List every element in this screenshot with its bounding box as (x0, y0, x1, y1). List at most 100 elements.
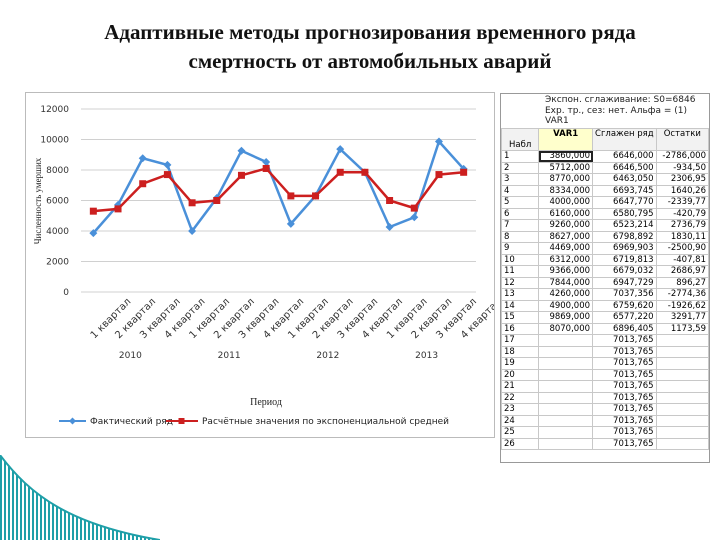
residual-cell[interactable]: -407,81 (655, 253, 709, 266)
residual-cell[interactable] (655, 357, 709, 370)
row-number-cell[interactable]: 22 (501, 391, 540, 404)
residual-cell[interactable] (655, 414, 709, 427)
value-cell[interactable]: 4260,000 (538, 288, 594, 301)
value-cell[interactable]: 8070,000 (538, 322, 594, 335)
row-number-cell[interactable]: 12 (501, 276, 540, 289)
row-number-cell[interactable]: 19 (501, 357, 540, 370)
value-cell[interactable]: 6312,000 (538, 253, 594, 266)
residual-cell[interactable]: 3291,77 (655, 311, 709, 324)
residual-cell[interactable]: -1926,62 (655, 299, 709, 312)
row-number-cell[interactable]: 13 (501, 288, 540, 301)
residual-cell[interactable]: -934,50 (655, 161, 709, 174)
value-cell[interactable]: 9366,000 (538, 265, 594, 278)
residual-cell[interactable]: 2686,97 (655, 265, 709, 278)
smoothed-cell[interactable]: 6759,620 (592, 299, 657, 312)
value-cell[interactable]: 6160,000 (538, 207, 594, 220)
residual-cell[interactable] (655, 334, 709, 347)
value-cell[interactable] (538, 391, 594, 404)
value-cell[interactable]: 9869,000 (538, 311, 594, 324)
value-cell[interactable]: 9260,000 (538, 219, 594, 232)
row-number-cell[interactable]: 11 (501, 265, 540, 278)
smoothed-cell[interactable]: 7013,765 (592, 380, 657, 393)
row-number-cell[interactable]: 23 (501, 403, 540, 416)
smoothed-cell[interactable]: 7013,765 (592, 368, 657, 381)
value-cell[interactable] (538, 334, 594, 347)
smoothed-cell[interactable]: 6947,729 (592, 276, 657, 289)
smoothed-cell[interactable]: 6798,892 (592, 230, 657, 243)
row-number-cell[interactable]: 26 (501, 437, 540, 450)
residual-cell[interactable] (655, 391, 709, 404)
smoothed-cell[interactable]: 6463,050 (592, 173, 657, 186)
value-cell[interactable] (538, 426, 594, 439)
value-cell[interactable] (538, 368, 594, 381)
residual-cell[interactable]: 1640,26 (655, 184, 709, 197)
row-number-cell[interactable]: 24 (501, 414, 540, 427)
smoothed-cell[interactable]: 7013,765 (592, 334, 657, 347)
row-number-cell[interactable]: 14 (501, 299, 540, 312)
value-cell[interactable]: 8770,000 (538, 173, 594, 186)
value-cell[interactable] (538, 345, 594, 358)
smoothed-cell[interactable]: 6679,032 (592, 265, 657, 278)
smoothed-cell[interactable]: 6647,770 (592, 196, 657, 209)
smoothed-cell[interactable]: 6646,500 (592, 161, 657, 174)
row-number-cell[interactable]: 3 (501, 173, 540, 186)
residual-cell[interactable] (655, 345, 709, 358)
residual-cell[interactable]: -2786,000 (655, 150, 709, 163)
smoothed-cell[interactable]: 6969,903 (592, 242, 657, 255)
value-cell[interactable]: 4469,000 (538, 242, 594, 255)
value-cell[interactable]: 4900,000 (538, 299, 594, 312)
smoothed-cell[interactable]: 7013,765 (592, 414, 657, 427)
smoothed-cell[interactable]: 6523,214 (592, 219, 657, 232)
column-header[interactable]: VAR1 (538, 128, 594, 151)
residual-cell[interactable]: -2774,36 (655, 288, 709, 301)
row-number-cell[interactable]: 15 (501, 311, 540, 324)
residual-cell[interactable]: 2306,95 (655, 173, 709, 186)
value-cell[interactable] (538, 357, 594, 370)
row-number-cell[interactable]: 4 (501, 184, 540, 197)
smoothed-cell[interactable]: 7013,765 (592, 403, 657, 416)
residual-cell[interactable]: 896,27 (655, 276, 709, 289)
column-header-index[interactable]: Набл (501, 128, 540, 151)
residual-cell[interactable]: -2339,77 (655, 196, 709, 209)
value-cell[interactable]: 7844,000 (538, 276, 594, 289)
smoothed-cell[interactable]: 7013,765 (592, 426, 657, 439)
value-cell[interactable]: 8627,000 (538, 230, 594, 243)
residual-cell[interactable] (655, 368, 709, 381)
column-header[interactable]: Сглажен ряд (592, 128, 657, 151)
smoothed-cell[interactable]: 6646,000 (592, 150, 657, 163)
residual-cell[interactable] (655, 380, 709, 393)
residual-cell[interactable]: 2736,79 (655, 219, 709, 232)
value-cell[interactable] (538, 437, 594, 450)
residual-cell[interactable]: 1173,59 (655, 322, 709, 335)
residual-cell[interactable] (655, 437, 709, 450)
value-cell[interactable] (538, 403, 594, 416)
row-number-cell[interactable]: 6 (501, 207, 540, 220)
row-number-cell[interactable]: 17 (501, 334, 540, 347)
smoothed-cell[interactable]: 7013,765 (592, 391, 657, 404)
row-number-cell[interactable]: 25 (501, 426, 540, 439)
row-number-cell[interactable]: 16 (501, 322, 540, 335)
row-number-cell[interactable]: 8 (501, 230, 540, 243)
column-header[interactable]: Остатки (655, 128, 709, 151)
row-number-cell[interactable]: 1 (501, 150, 540, 163)
smoothed-cell[interactable]: 7013,765 (592, 345, 657, 358)
row-number-cell[interactable]: 7 (501, 219, 540, 232)
smoothed-cell[interactable]: 6580,795 (592, 207, 657, 220)
row-number-cell[interactable]: 5 (501, 196, 540, 209)
residual-cell[interactable]: -420,79 (655, 207, 709, 220)
smoothed-cell[interactable]: 6719,813 (592, 253, 657, 266)
value-cell[interactable]: 8334,000 (538, 184, 594, 197)
row-number-cell[interactable]: 21 (501, 380, 540, 393)
value-cell[interactable] (538, 414, 594, 427)
smoothed-cell[interactable]: 7013,765 (592, 437, 657, 450)
residual-cell[interactable]: -2500,90 (655, 242, 709, 255)
row-number-cell[interactable]: 18 (501, 345, 540, 358)
smoothed-cell[interactable]: 6896,405 (592, 322, 657, 335)
value-cell[interactable]: 3860,000 (538, 150, 594, 163)
smoothed-cell[interactable]: 6577,220 (592, 311, 657, 324)
smoothed-cell[interactable]: 6693,745 (592, 184, 657, 197)
value-cell[interactable]: 5712,000 (538, 161, 594, 174)
smoothed-cell[interactable]: 7013,765 (592, 357, 657, 370)
residual-cell[interactable]: 1830,11 (655, 230, 709, 243)
smoothed-cell[interactable]: 7037,356 (592, 288, 657, 301)
